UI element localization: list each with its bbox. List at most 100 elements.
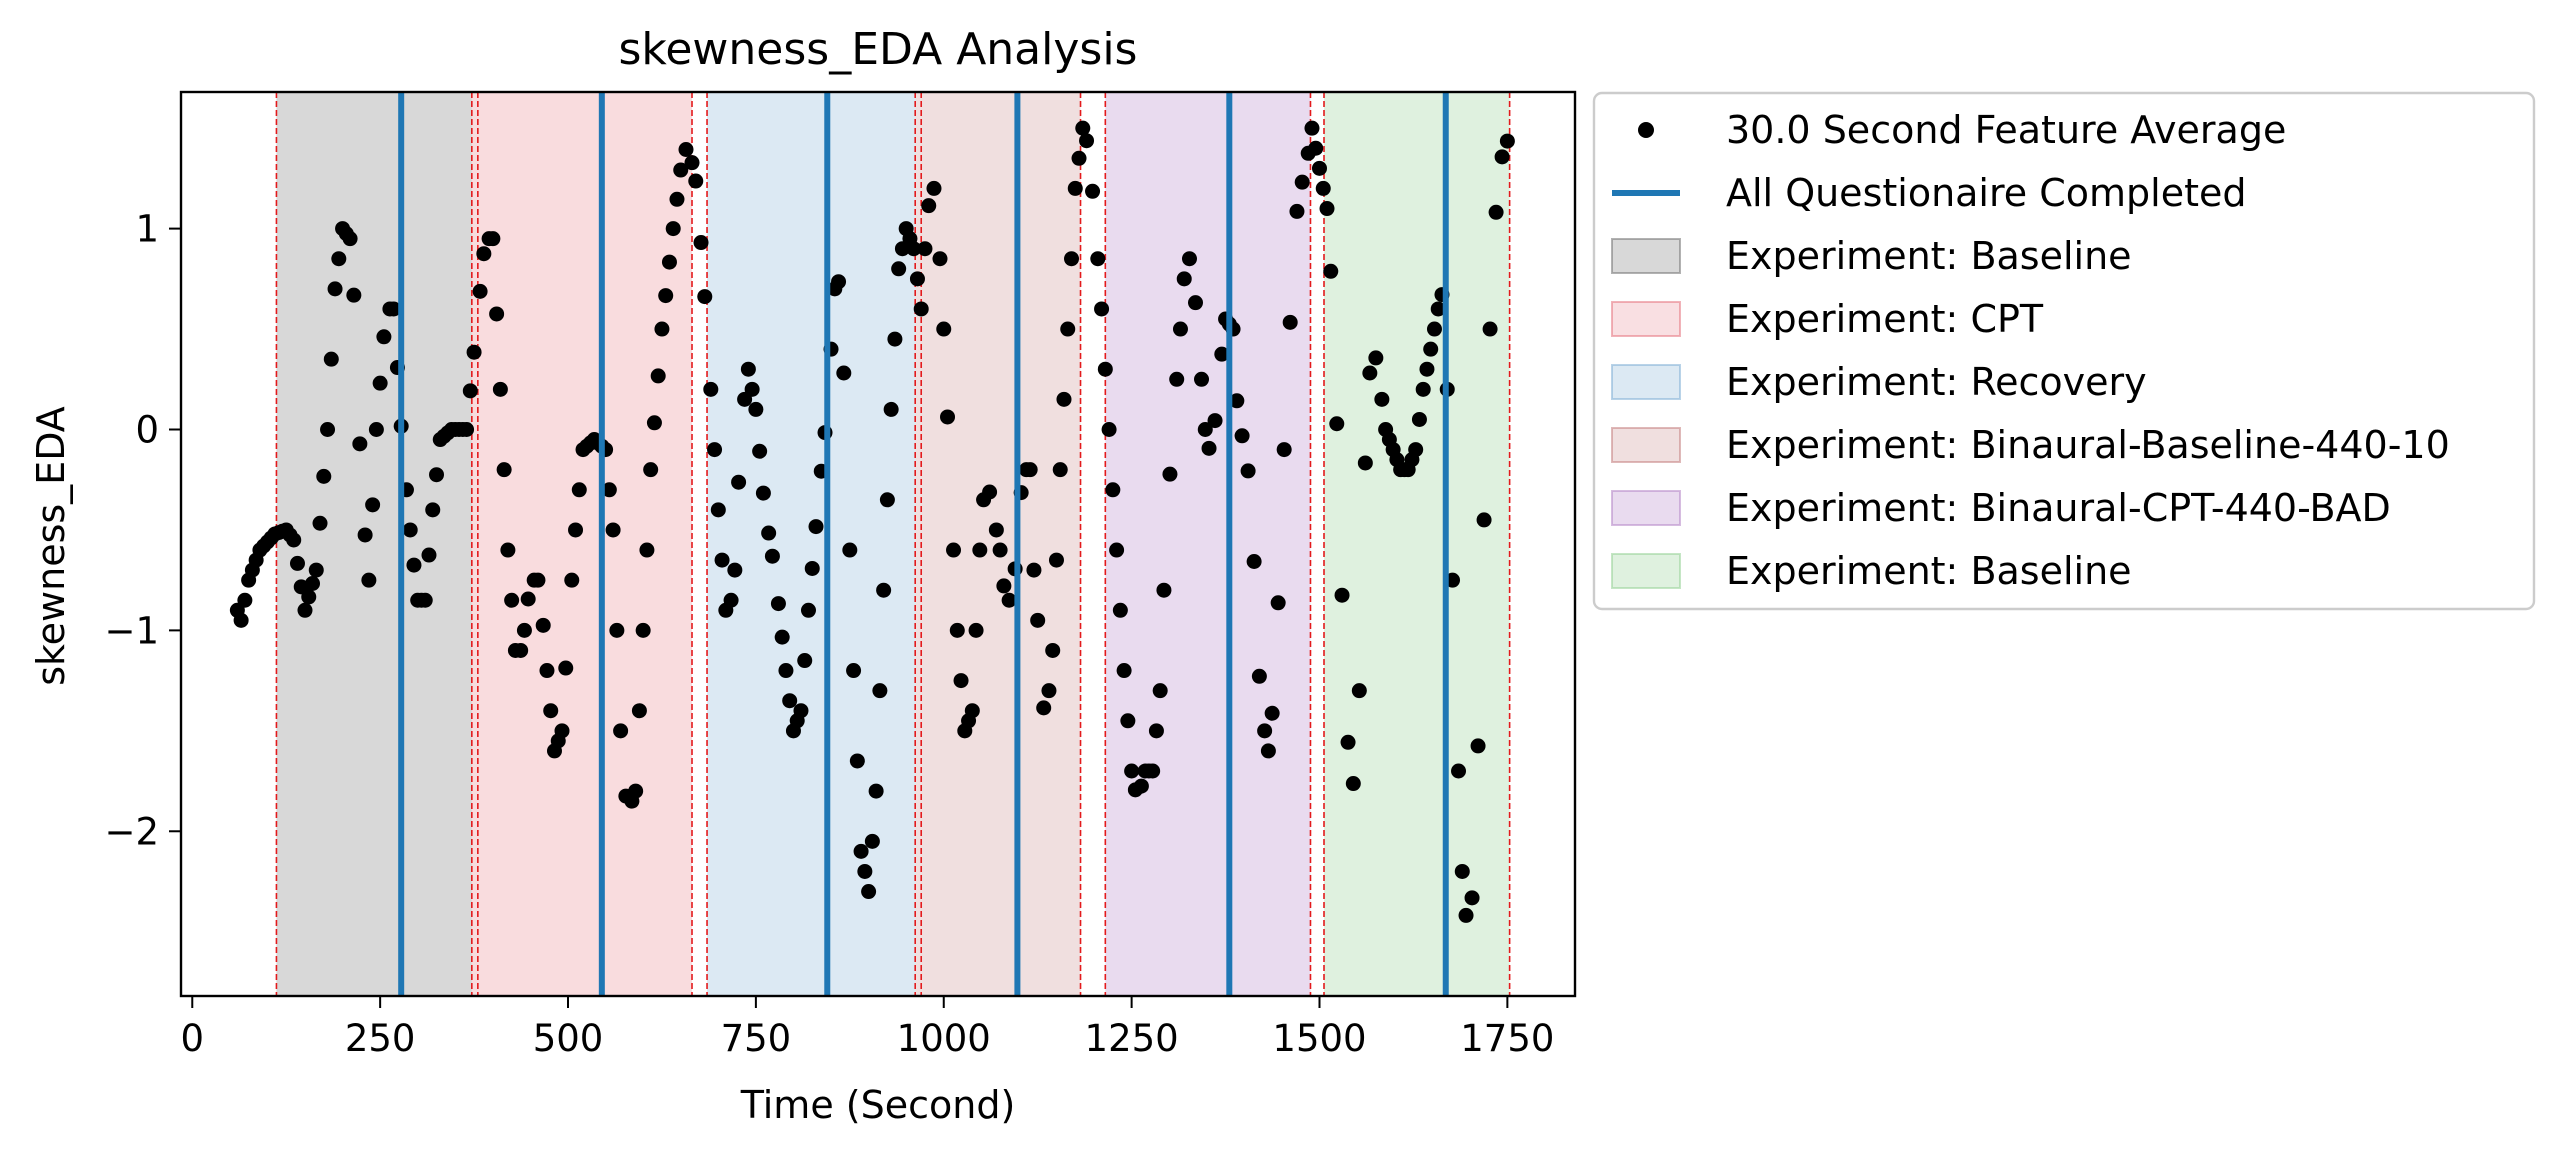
data-point-162 [883,401,899,417]
y-tick-label-0: 1 [135,208,159,251]
data-point-50 [425,502,441,518]
data-point-290 [1454,863,1470,879]
experiment-regions [276,92,1510,996]
experiment-region-0 [276,92,472,996]
data-point-85 [568,522,584,538]
data-point-30 [342,231,358,247]
data-point-111 [669,191,685,207]
data-point-59 [459,421,475,437]
data-point-116 [693,235,709,251]
data-point-144 [808,519,824,535]
legend-frame [1592,91,2536,611]
data-point-131 [755,485,771,501]
data-point-107 [654,321,670,337]
data-point-284 [1426,321,1442,337]
data-point-23 [316,468,332,484]
data-point-160 [876,582,892,598]
data-point-108 [658,288,674,304]
data-point-66 [489,306,505,322]
data-point-82 [554,723,570,739]
data-point-48 [417,592,433,608]
data-point-113 [678,142,694,158]
data-point-112 [673,162,689,178]
data-point-115 [688,173,704,189]
data-point-77 [535,617,551,633]
data-point-102 [635,622,651,638]
data-point-129 [748,401,764,417]
data-point-109 [661,254,677,270]
data-point-164 [891,261,907,277]
experiment-boundary-lines [275,92,1511,996]
data-point-200 [1048,552,1064,568]
data-point-268 [1362,365,1378,381]
data-point-218 [1120,713,1136,729]
legend: 30.0 Second Feature Average All Questiona… [1592,91,2536,611]
data-point-94 [601,482,617,498]
data-point-175 [936,321,952,337]
x-axis: 0 250 500 750 1000 1250 1500 1750 [180,996,1554,1060]
data-point-158 [868,783,884,799]
experiment-region-5 [1324,92,1510,996]
data-point-249 [1264,705,1280,721]
data-point-22 [312,515,328,531]
data-point-114 [684,155,700,171]
data-point-261 [1323,263,1339,279]
data-point-296 [1488,204,1504,220]
data-point-130 [752,443,768,459]
data-point-210 [1090,251,1106,267]
data-point-291 [1458,907,1474,923]
data-point-156 [861,884,877,900]
data-point-154 [853,843,869,859]
x-tick-label-0: 0 [180,1017,204,1060]
data-point-103 [639,542,655,558]
data-point-297 [1494,149,1510,165]
data-point-213 [1101,421,1117,437]
data-point-26 [327,281,343,297]
data-point-35 [365,497,381,513]
legend-swatch-region-0 [1611,238,1681,274]
data-point-76 [530,572,546,588]
data-point-31 [346,287,362,303]
data-point-27 [331,251,347,267]
data-point-32 [352,436,368,452]
data-point-150 [836,365,852,381]
data-point-137 [782,693,798,709]
questionnaire-lines [398,92,1449,996]
data-point-65 [485,231,501,247]
data-point-188 [992,542,1008,558]
data-point-40 [386,301,402,317]
data-point-298 [1499,133,1515,149]
data-point-267 [1357,455,1373,471]
data-point-33 [357,527,373,543]
legend-label-region-0: Experiment: Baseline [1726,234,2132,278]
data-point-133 [764,548,780,564]
data-point-84 [564,572,580,588]
data-point-72 [513,642,529,658]
x-tick-label-4: 1000 [897,1017,991,1060]
data-point-194 [1022,462,1038,478]
data-point-279 [1408,442,1424,458]
legend-swatch-region-2 [1611,364,1681,400]
data-point-201 [1052,462,1068,478]
data-point-236 [1201,440,1217,456]
data-point-135 [774,629,790,645]
data-point-281 [1415,381,1431,397]
data-point-204 [1064,251,1080,267]
data-point-270 [1374,391,1390,407]
feature-average-points [229,120,1515,923]
data-point-253 [1289,203,1305,219]
data-point-231 [1176,271,1192,287]
data-point-226 [1152,683,1168,699]
data-point-95 [605,522,621,538]
data-point-263 [1334,587,1350,603]
data-point-252 [1282,314,1298,330]
data-point-202 [1056,391,1072,407]
data-point-117 [697,289,713,305]
data-point-127 [740,361,756,377]
data-point-149 [831,274,847,290]
data-point-292 [1464,890,1480,906]
y-axis: 1 0 −1 −2 [104,208,181,853]
data-point-198 [1041,683,1057,699]
x-tick-label-5: 1250 [1085,1017,1179,1060]
data-point-69 [500,542,516,558]
